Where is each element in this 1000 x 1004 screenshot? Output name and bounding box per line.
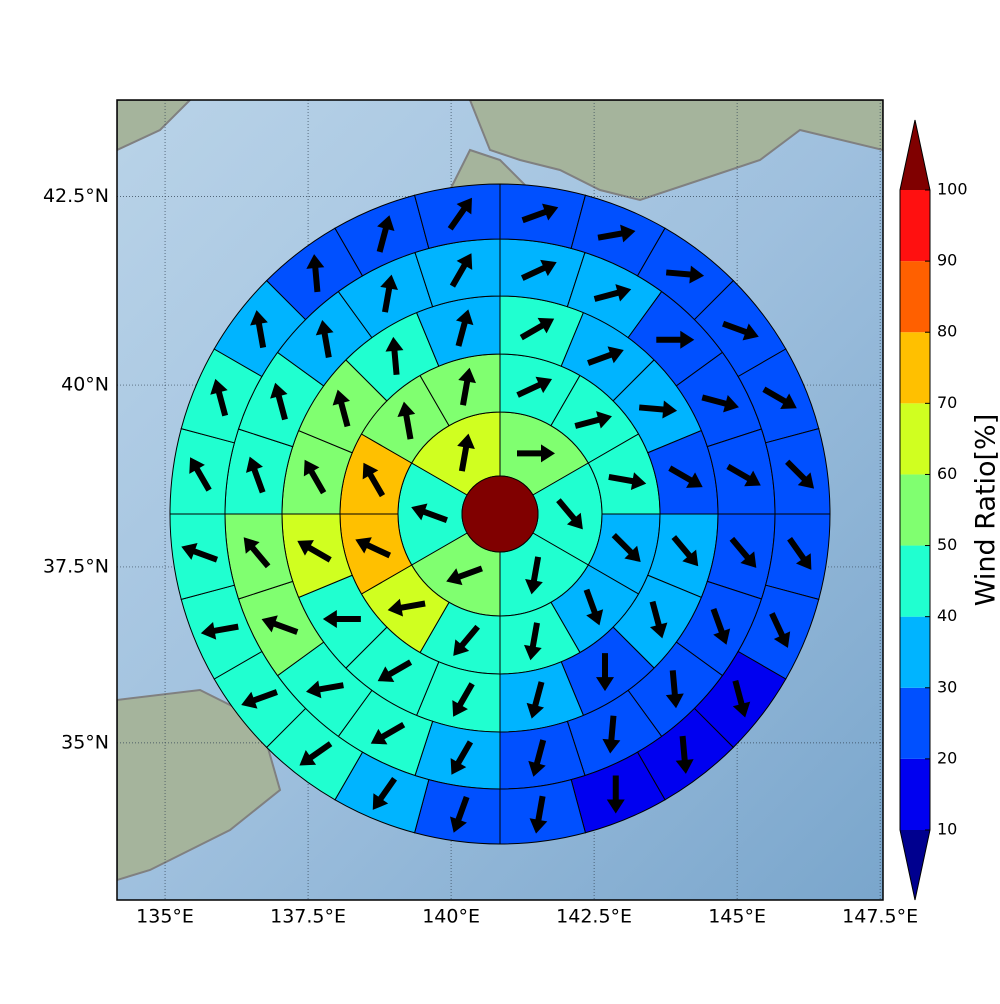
x-tick-label: 135°E: [136, 906, 194, 928]
sector: [415, 780, 500, 844]
colorbar-segment: [900, 474, 930, 545]
x-tick-label: 145°E: [708, 906, 766, 928]
y-tick-label: 40°N: [61, 374, 109, 396]
y-tick-label: 37.5°N: [43, 555, 109, 577]
colorbar-tick-label: 60: [937, 464, 957, 483]
sector: [170, 429, 234, 514]
colorbar-under: [900, 830, 930, 900]
sectors: [170, 184, 830, 844]
y-tick-label: 42.5°N: [43, 185, 109, 207]
colorbar-tick-label: 30: [937, 677, 957, 696]
colorbar-tick-label: 70: [937, 393, 957, 412]
sector: [500, 184, 585, 248]
colorbar-tick-label: 100: [937, 180, 968, 199]
colorbar-segment: [900, 332, 930, 403]
colorbar-over: [900, 120, 930, 190]
colorbar-tick-label: 40: [937, 606, 957, 625]
colorbar-tick-label: 90: [937, 251, 957, 270]
colorbar-segment: [900, 190, 930, 261]
sector: [766, 514, 830, 599]
colorbar-segment: [900, 759, 930, 830]
colorbar-segment: [900, 546, 930, 617]
colorbar: 10 20 30 40 50 60 70 80 90 100: [900, 120, 968, 900]
colorbar-tick-label: 20: [937, 748, 957, 767]
x-tick-label: 142.5°E: [556, 906, 632, 928]
y-tick-label: 35°N: [61, 731, 109, 753]
colorbar-segment: [900, 617, 930, 688]
colorbar-tick-label: 80: [937, 322, 957, 341]
x-tick-label: 147.5°E: [842, 906, 918, 928]
x-tick-label: 137.5°E: [270, 906, 346, 928]
colorbar-segment: [900, 261, 930, 332]
colorbar-segment: [900, 403, 930, 474]
center-disc: [462, 476, 538, 552]
colorbar-tick-label: 10: [937, 820, 957, 839]
colorbar-tick-label: 50: [937, 535, 957, 554]
colorbar-label: Wind Ratio[%]: [971, 414, 1000, 606]
x-tick-label: 140°E: [422, 906, 480, 928]
colorbar-segment: [900, 688, 930, 759]
